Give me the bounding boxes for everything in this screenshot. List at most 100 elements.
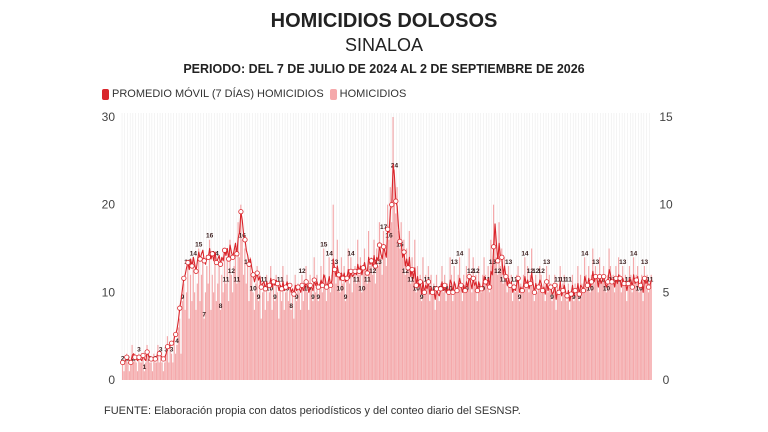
bar [507,266,510,380]
bar [571,274,573,380]
bar [249,257,251,380]
bar-data-label: 11 [233,277,240,284]
bar [161,362,163,380]
bar [228,301,230,380]
bar [310,283,313,380]
bar [612,274,614,380]
bar [139,362,141,380]
bar-data-label: 13 [592,259,600,266]
bar [354,266,356,380]
bar [522,274,525,380]
bar [450,274,453,380]
bar [601,274,603,380]
bar [134,353,136,380]
bar [359,257,361,380]
moving-average-point [503,273,509,280]
bar [378,222,381,380]
bar [446,283,448,380]
moving-average-point [193,268,199,274]
bar [268,292,270,380]
bar [245,283,247,380]
bar [626,301,628,380]
bar [442,292,444,380]
bar [622,266,624,380]
bar [609,266,612,380]
bar [486,283,488,380]
bar [630,274,632,380]
bar [217,283,219,380]
right-axis-tick: 0 [663,373,670,387]
bar [381,274,383,380]
moving-average-point [401,249,407,255]
bar [620,292,622,380]
bar [176,344,178,380]
bar-data-label: 11 [407,277,414,284]
bar [563,274,565,380]
bar [221,274,223,380]
bar [400,222,402,380]
bar [342,283,344,380]
bar-data-label: 15 [396,242,404,249]
bar [499,266,501,380]
bar [274,301,276,380]
bar [582,292,584,380]
bar-data-label: 10 [266,285,274,292]
bar [177,327,179,380]
chart-title: HOMICIDIOS DOLOSOS [270,10,498,32]
bar [154,362,156,380]
bar [175,353,177,380]
bar [130,362,132,380]
bar-data-label: 8 [219,303,223,310]
moving-average-point [177,305,183,311]
moving-average-point [425,279,432,285]
bar [525,283,527,380]
bar [323,248,325,380]
bar-data-label: 14 [347,250,355,257]
bar [306,292,308,380]
moving-average-point [385,226,391,232]
moving-average-point [393,198,399,204]
bar [203,318,205,380]
chart-subtitle: SINALOA [344,35,424,55]
bar [172,362,174,380]
moving-average-point [291,291,297,297]
bar [286,274,288,380]
bar [256,266,258,380]
bar-data-label: 13 [505,259,513,266]
bar [471,292,473,380]
bar [503,257,506,380]
bar [234,248,236,380]
bar [416,266,419,380]
moving-average-point [242,237,248,243]
legend: PROMEDIO MÓVIL (7 DÍAS) HOMICIDIOS HOMIC… [102,87,412,101]
bar [646,274,648,380]
moving-average-point [381,244,387,250]
bar [578,301,580,380]
moving-average-point [140,352,146,359]
bar-data-label: 10 [635,285,643,292]
moving-average-point [238,209,244,215]
bar [603,266,605,380]
bar-data-label: 3 [137,347,141,354]
bar [278,318,280,380]
bar [270,266,272,380]
bar [558,292,560,380]
bar-data-label: 9 [257,294,261,301]
bar [422,257,424,380]
bar [467,283,469,380]
bar [631,292,633,380]
moving-average-point [189,263,195,269]
bar [464,292,466,380]
moving-average-point [572,287,578,294]
bar [401,257,404,380]
bar [562,283,564,380]
moving-average-point [169,340,175,346]
bar [478,266,480,380]
bar [210,309,212,380]
bar [252,292,254,380]
bar-data-label: 11 [277,277,284,284]
bar-data-label: 11 [353,277,360,284]
bar [529,274,531,380]
bar [266,274,268,380]
